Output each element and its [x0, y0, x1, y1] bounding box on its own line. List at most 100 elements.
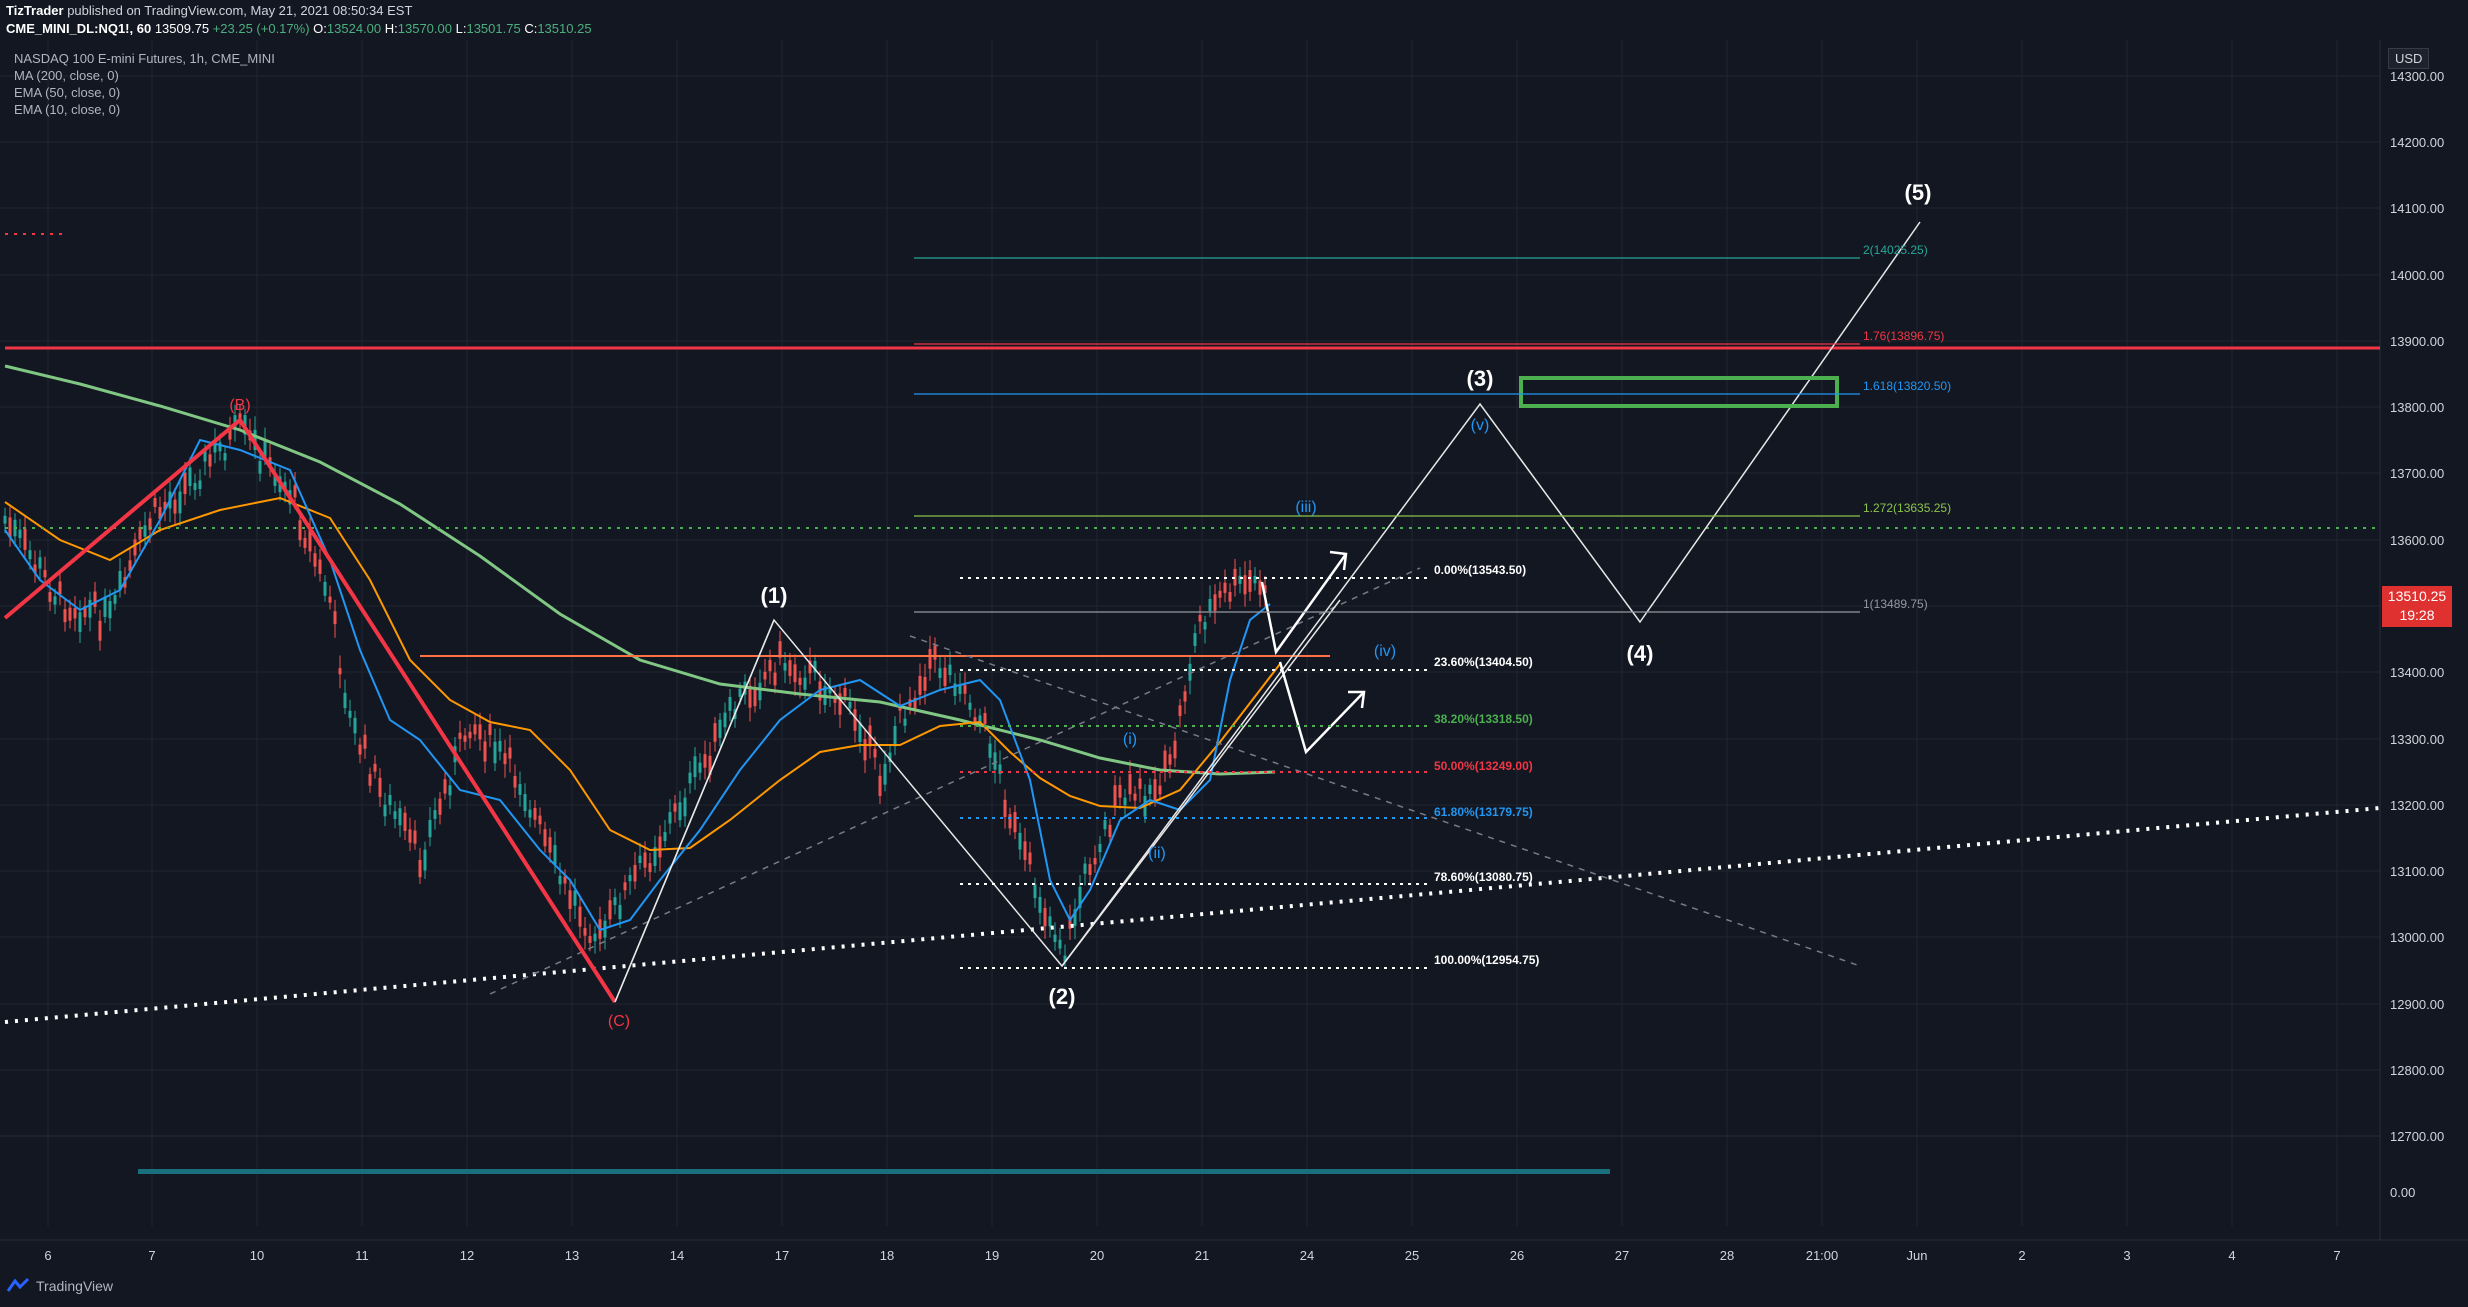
price-tick: 13000.00: [2390, 930, 2444, 945]
legend-title[interactable]: NASDAQ 100 E-mini Futures, 1h, CME_MINI: [14, 51, 275, 66]
candle-body: [713, 723, 717, 742]
candle-body: [448, 785, 452, 796]
subwave-ii-label: (ii): [1148, 845, 1166, 862]
legend-ema50[interactable]: EMA (50, close, 0): [14, 85, 121, 100]
candle-body: [128, 560, 132, 572]
tradingview-logo[interactable]: TradingView: [6, 1277, 113, 1295]
price-tick: 12700.00: [2390, 1129, 2444, 1144]
candle-body: [973, 717, 977, 724]
candle-body: [708, 755, 712, 776]
candle-body: [1218, 590, 1222, 598]
candle-body: [93, 591, 97, 607]
candle-body: [953, 683, 957, 696]
candle-body: [618, 904, 622, 920]
fib-100: 100.00%(12954.75): [1434, 953, 1539, 967]
candle-body: [813, 660, 817, 673]
candle-body: [513, 776, 517, 788]
candle-body: [1113, 785, 1117, 807]
wave-b-label: (B): [229, 397, 250, 414]
candle-body: [723, 712, 727, 728]
candle-body: [993, 752, 997, 770]
candle-body: [778, 641, 782, 658]
fib-23-6: 23.60%(13404.50): [1434, 655, 1533, 669]
candle-body: [138, 526, 142, 540]
candle-body: [1208, 598, 1212, 612]
candle-body: [48, 592, 52, 602]
candle-body: [183, 472, 187, 494]
price-tick: 13300.00: [2390, 732, 2444, 747]
price-axis: 14300.00 14200.00 14100.00 14000.00 13900.00…: [2390, 69, 2444, 1200]
candle-body: [83, 606, 87, 618]
candle-body: [348, 710, 352, 718]
candle-body: [1223, 582, 1227, 593]
fibext-1-76: 1.76(13896.75): [1863, 329, 1944, 343]
candle-body: [293, 485, 297, 498]
time-tick: 11: [355, 1248, 369, 1263]
candle-body: [563, 876, 567, 884]
candle-body: [108, 601, 112, 619]
currency-label[interactable]: USD: [2388, 48, 2430, 69]
candle-body: [693, 756, 697, 778]
candle-body: [593, 933, 597, 942]
candle-body: [1083, 863, 1087, 874]
candle-body: [758, 682, 762, 701]
candle-body: [98, 620, 102, 641]
candle-body: [458, 732, 462, 739]
time-tick: 21:00: [1806, 1248, 1839, 1263]
candle-body: [783, 663, 787, 671]
candle-body: [683, 797, 687, 817]
candle-body: [738, 688, 742, 697]
time-tick: 27: [1615, 1248, 1629, 1263]
candle-body: [833, 696, 837, 703]
candle-body: [918, 675, 922, 695]
candle-body: [888, 752, 892, 763]
candle-body: [358, 744, 362, 755]
candle-body: [768, 659, 772, 672]
candle-body: [1173, 740, 1177, 759]
price-tick: 13600.00: [2390, 533, 2444, 548]
candle-body: [1063, 955, 1067, 963]
candle-body: [1163, 750, 1167, 772]
legend-ema10[interactable]: EMA (10, close, 0): [14, 102, 121, 117]
candle-body: [1088, 864, 1092, 875]
candle-body: [148, 518, 152, 531]
candle-body: [1183, 691, 1187, 702]
candle-body: [893, 725, 897, 747]
candle-body: [58, 581, 62, 595]
candle-body: [638, 855, 642, 864]
candle-body: [378, 777, 382, 797]
legend-ma200[interactable]: MA (200, close, 0): [14, 68, 119, 83]
candle-body: [873, 748, 877, 758]
fibext-2: 2(14025.25): [1863, 243, 1928, 257]
price-tick: 13100.00: [2390, 864, 2444, 879]
candle-body: [143, 525, 147, 537]
candle-body: [343, 692, 347, 709]
candle-body: [508, 747, 512, 759]
candle-body: [998, 764, 1002, 774]
candle-body: [198, 480, 202, 489]
candle-body: [353, 717, 357, 734]
fib-0: 0.00%(13543.50): [1434, 563, 1526, 577]
candle-body: [613, 897, 617, 906]
symbol[interactable]: CME_MINI_DL:NQ1!, 60: [6, 21, 152, 36]
candle-body: [948, 664, 952, 676]
last-price: 13509.75: [154, 21, 210, 36]
candle-body: [1008, 814, 1012, 829]
channel-upper: [1061, 599, 1341, 967]
candle-body: [673, 803, 677, 812]
candle-body: [1248, 570, 1252, 592]
candle-body: [968, 702, 972, 710]
subwave-iv-label: (iv): [1374, 643, 1396, 660]
fibext-1-272: 1.272(13635.25): [1863, 501, 1951, 515]
candle-body: [258, 461, 262, 474]
candle-body: [423, 849, 427, 871]
candle-body: [1158, 785, 1162, 795]
candle-body: [808, 660, 812, 674]
candle-body: [1118, 784, 1122, 798]
time-tick: 21: [1195, 1248, 1209, 1263]
candle-body: [1153, 779, 1157, 801]
price-tick: 14200.00: [2390, 135, 2444, 150]
time-tick: 20: [1090, 1248, 1104, 1263]
candle-body: [313, 553, 317, 567]
